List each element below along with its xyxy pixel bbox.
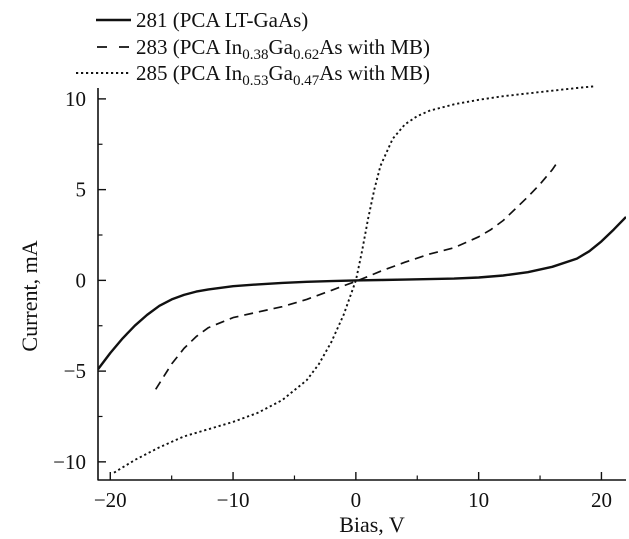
legend-text-part: Ga: [268, 35, 293, 59]
legend-text-part: 285 (PCA In: [136, 61, 243, 85]
axis-ticks: −20 −10 0 10 20 −10 −5 0 5 10: [53, 87, 612, 512]
legend-subscript: 0.53: [242, 73, 268, 89]
y-axis-label: Current, mA: [17, 240, 42, 351]
plot-curves: [98, 85, 626, 474]
series-2-line: [154, 160, 560, 390]
y-tick-label: 10: [65, 87, 86, 111]
legend: 281 (PCA LT-GaAs) 283 (PCA In0.38Ga0.62As…: [76, 8, 430, 89]
legend-subscript: 0.62: [293, 47, 319, 63]
y-tick-label: −10: [53, 450, 86, 474]
x-tick-label: 0: [351, 488, 362, 512]
legend-label-2: 283 (PCA In0.38Ga0.62As with MB): [136, 35, 430, 63]
legend-subscript: 0.38: [242, 47, 268, 63]
legend-text-part: Ga: [268, 61, 293, 85]
x-tick-label: −20: [94, 488, 127, 512]
y-tick-label: 0: [76, 268, 87, 292]
legend-subscript: 0.47: [293, 73, 320, 89]
x-tick-label: −10: [217, 488, 250, 512]
legend-label-3: 285 (PCA In0.53Ga0.47As with MB): [136, 61, 430, 89]
plot-axes: Bias, V Current, mA: [17, 88, 626, 537]
legend-text-part: 283 (PCA In: [136, 35, 243, 59]
legend-label-1: 281 (PCA LT-GaAs): [136, 8, 308, 32]
legend-text-part: As with MB): [319, 61, 430, 85]
x-tick-label: 10: [468, 488, 489, 512]
y-tick-label: 5: [76, 178, 87, 202]
series-1-line: [98, 216, 626, 371]
y-tick-label: −5: [64, 359, 86, 383]
legend-text-part: As with MB): [319, 35, 430, 59]
x-tick-label: 20: [591, 488, 612, 512]
legend-text-part: 281 (PCA LT-GaAs): [136, 8, 308, 32]
x-axis-label: Bias, V: [339, 512, 405, 537]
